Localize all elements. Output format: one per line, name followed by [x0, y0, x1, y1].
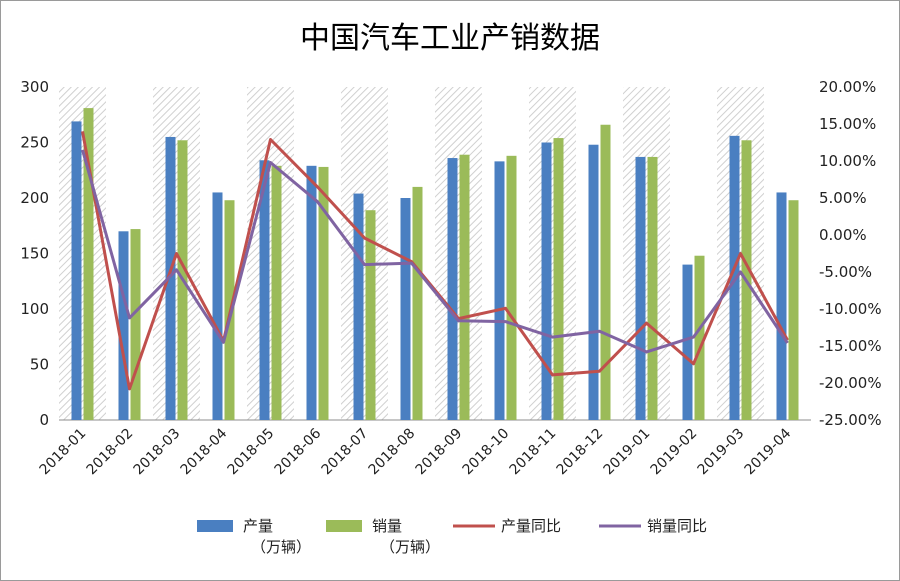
plot-band — [623, 87, 670, 420]
y2-tick-label: 10.00% — [819, 152, 876, 170]
bar-production — [353, 193, 364, 420]
y2-tick-label: -10.00% — [819, 300, 882, 318]
legend-label: 产量 — [243, 517, 273, 535]
x-tick-label: 2018-12 — [554, 426, 607, 479]
x-tick-label: 2019-01 — [601, 426, 654, 479]
bar-sales — [318, 166, 329, 420]
legend-label: 销量 — [372, 517, 402, 535]
y-tick-label: 50 — [30, 356, 49, 374]
x-tick-label: 2019-02 — [648, 426, 701, 479]
legend-label: 产量同比 — [501, 517, 561, 535]
bar-production — [682, 264, 693, 420]
bar-production — [447, 158, 458, 421]
plot-band — [529, 87, 576, 420]
x-tick-label: 2019-03 — [695, 426, 748, 479]
y-tick-label: 250 — [20, 134, 49, 152]
x-tick-label: 2018-01 — [37, 426, 90, 479]
x-tick-label: 2019-04 — [742, 425, 795, 478]
x-tick-label: 2018-09 — [413, 426, 466, 479]
plot-band — [435, 87, 482, 420]
plot-band — [247, 87, 294, 420]
y-tick-label: 0 — [39, 411, 49, 429]
x-tick-label: 2018-04 — [178, 425, 231, 478]
bar-production — [118, 231, 129, 420]
bar-production — [588, 144, 599, 420]
y2-tick-label: 20.00% — [819, 78, 876, 96]
x-tick-label: 2018-06 — [272, 425, 325, 478]
legend-unit: （万辆） — [251, 538, 311, 556]
x-tick-label: 2018-10 — [460, 426, 513, 479]
y2-tick-label: 5.00% — [819, 189, 867, 207]
chart-title: 中国汽车工业产销数据 — [300, 21, 600, 56]
bar-sales — [130, 229, 141, 420]
y-tick-label: 200 — [20, 189, 49, 207]
x-tick-label: 2018-05 — [225, 426, 278, 479]
bar-sales — [694, 255, 705, 420]
bar-production — [306, 165, 317, 420]
bar-sales — [600, 124, 611, 421]
line-sales-yoy — [81, 149, 789, 354]
plot-band — [59, 87, 106, 420]
bar-production — [71, 121, 82, 420]
bar-production — [541, 142, 552, 420]
x-tick-label: 2018-03 — [131, 426, 184, 479]
bar-production — [400, 198, 411, 420]
y-tick-label: 300 — [20, 78, 49, 96]
bar-production — [494, 161, 505, 420]
y2-tick-label: -25.00% — [819, 411, 882, 429]
bar-production — [776, 192, 787, 420]
y2-tick-label: -15.00% — [819, 337, 882, 355]
bar-sales — [271, 165, 282, 420]
y2-tick-label: 15.00% — [819, 115, 876, 133]
y2-tick-label: -5.00% — [819, 263, 872, 281]
bar-sales — [506, 155, 517, 420]
y2-tick-label: -20.00% — [819, 374, 882, 392]
bar-sales — [83, 108, 94, 420]
bar-sales — [459, 154, 470, 420]
y-tick-label: 100 — [20, 300, 49, 318]
bar-sales — [788, 200, 799, 420]
bar-sales — [553, 138, 564, 420]
bar-production — [635, 156, 646, 420]
legend-swatch — [326, 520, 362, 532]
y2-tick-label: 0.00% — [819, 226, 867, 244]
y-tick-label: 150 — [20, 245, 49, 263]
legend-swatch — [197, 520, 233, 532]
x-tick-label: 2018-08 — [366, 426, 419, 479]
bar-sales — [412, 186, 423, 420]
bar-production — [259, 160, 270, 420]
x-tick-label: 2018-11 — [507, 426, 560, 479]
bar-sales — [647, 156, 658, 420]
plot-band — [341, 87, 388, 420]
x-tick-label: 2018-07 — [319, 426, 372, 479]
bar-sales — [365, 210, 376, 420]
bar-production — [165, 136, 176, 420]
legend-label: 销量同比 — [647, 517, 707, 535]
x-tick-label: 2018-02 — [84, 426, 137, 479]
legend-unit: （万辆） — [380, 538, 440, 556]
bar-production — [212, 192, 223, 420]
